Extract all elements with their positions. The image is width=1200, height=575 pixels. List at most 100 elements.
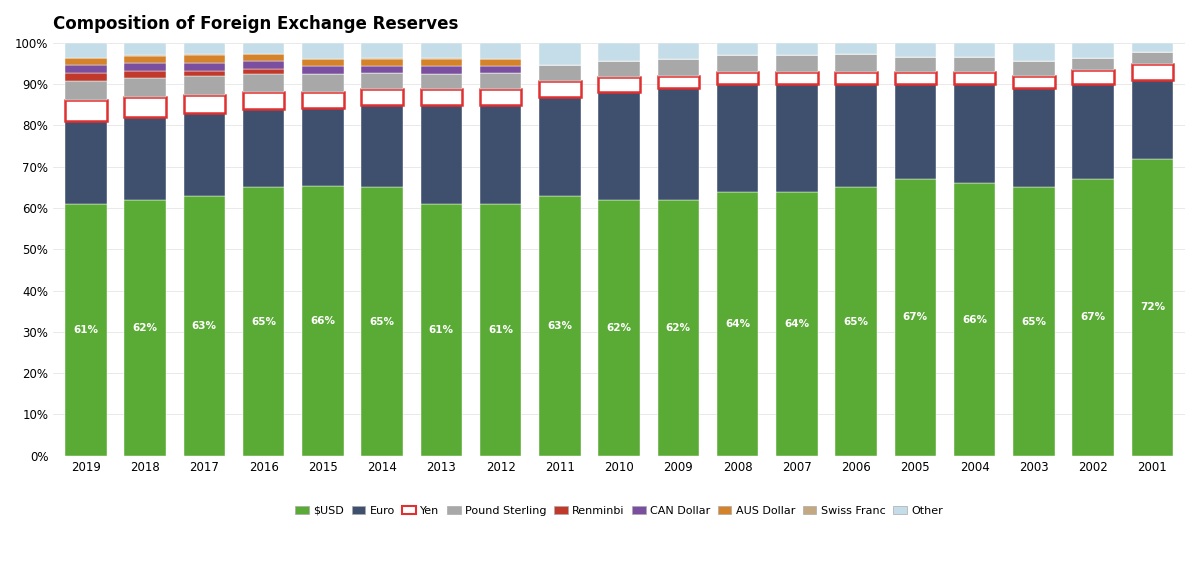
Bar — [302, 74, 343, 92]
Bar — [835, 187, 877, 456]
Bar — [125, 56, 166, 63]
Bar — [361, 105, 403, 187]
Bar — [480, 66, 521, 74]
Bar — [480, 59, 521, 66]
Bar — [1073, 84, 1114, 179]
Bar — [361, 187, 403, 456]
Bar — [776, 43, 817, 55]
Bar — [1132, 43, 1174, 52]
Bar — [599, 200, 640, 456]
Bar — [895, 72, 936, 84]
Bar — [65, 65, 107, 73]
Bar — [184, 196, 226, 456]
Bar — [1013, 187, 1055, 456]
Text: 66%: 66% — [962, 315, 988, 324]
Bar — [1013, 76, 1055, 89]
Bar — [302, 186, 343, 456]
Bar — [302, 59, 343, 66]
Bar — [65, 121, 107, 204]
Bar — [480, 105, 521, 204]
Bar — [835, 54, 877, 72]
Bar — [242, 74, 284, 93]
Bar — [599, 43, 640, 61]
Bar — [954, 72, 995, 84]
Bar — [65, 58, 107, 65]
Text: 67%: 67% — [902, 312, 928, 323]
Bar — [65, 73, 107, 81]
Bar — [421, 74, 462, 89]
Bar — [361, 89, 403, 105]
Bar — [1073, 58, 1114, 70]
Bar — [1132, 63, 1174, 80]
Text: 63%: 63% — [547, 321, 572, 331]
Text: 61%: 61% — [73, 325, 98, 335]
Bar — [361, 58, 403, 59]
Bar — [895, 84, 936, 179]
Bar — [242, 93, 284, 109]
Text: 72%: 72% — [1140, 302, 1165, 312]
Text: 62%: 62% — [132, 323, 157, 333]
Bar — [1132, 159, 1174, 456]
Bar — [125, 78, 166, 97]
Bar — [658, 59, 700, 76]
Bar — [421, 43, 462, 59]
Bar — [658, 200, 700, 456]
Bar — [539, 97, 581, 196]
Bar — [1073, 70, 1114, 84]
Bar — [895, 179, 936, 456]
Bar — [776, 191, 817, 456]
Bar — [242, 187, 284, 456]
Bar — [65, 204, 107, 456]
Bar — [539, 81, 581, 97]
Bar — [835, 84, 877, 187]
Bar — [658, 43, 700, 59]
Bar — [242, 43, 284, 53]
Legend: $USD, Euro, Yen, Pound Sterling, Renminbi, CAN Dollar, AUS Dollar, Swiss Franc, : $USD, Euro, Yen, Pound Sterling, Renminb… — [290, 501, 947, 520]
Bar — [361, 66, 403, 74]
Bar — [125, 97, 166, 117]
Text: 64%: 64% — [785, 319, 810, 329]
Bar — [835, 43, 877, 54]
Bar — [361, 59, 403, 66]
Bar — [65, 99, 107, 121]
Bar — [895, 43, 936, 58]
Bar — [1013, 89, 1055, 187]
Bar — [954, 58, 995, 72]
Bar — [1013, 43, 1055, 62]
Bar — [242, 109, 284, 187]
Bar — [599, 76, 640, 93]
Bar — [184, 94, 226, 113]
Bar — [302, 92, 343, 108]
Bar — [480, 89, 521, 105]
Bar — [716, 84, 758, 191]
Bar — [302, 66, 343, 74]
Bar — [1073, 43, 1114, 58]
Bar — [242, 61, 284, 70]
Bar — [776, 84, 817, 191]
Bar — [716, 191, 758, 456]
Bar — [184, 63, 226, 71]
Bar — [1073, 179, 1114, 456]
Text: 65%: 65% — [370, 317, 395, 327]
Bar — [599, 61, 640, 76]
Bar — [539, 43, 581, 65]
Bar — [1132, 52, 1174, 63]
Bar — [302, 43, 343, 59]
Bar — [125, 71, 166, 78]
Text: 62%: 62% — [607, 323, 631, 333]
Text: 65%: 65% — [251, 317, 276, 327]
Bar — [658, 76, 700, 89]
Bar — [65, 81, 107, 99]
Text: 65%: 65% — [844, 317, 869, 327]
Bar — [125, 43, 166, 55]
Bar — [480, 74, 521, 89]
Bar — [302, 108, 343, 186]
Bar — [480, 204, 521, 456]
Bar — [539, 65, 581, 81]
Bar — [539, 196, 581, 456]
Text: 63%: 63% — [192, 321, 217, 331]
Bar — [895, 58, 936, 72]
Bar — [361, 74, 403, 89]
Bar — [421, 204, 462, 456]
Bar — [125, 117, 166, 200]
